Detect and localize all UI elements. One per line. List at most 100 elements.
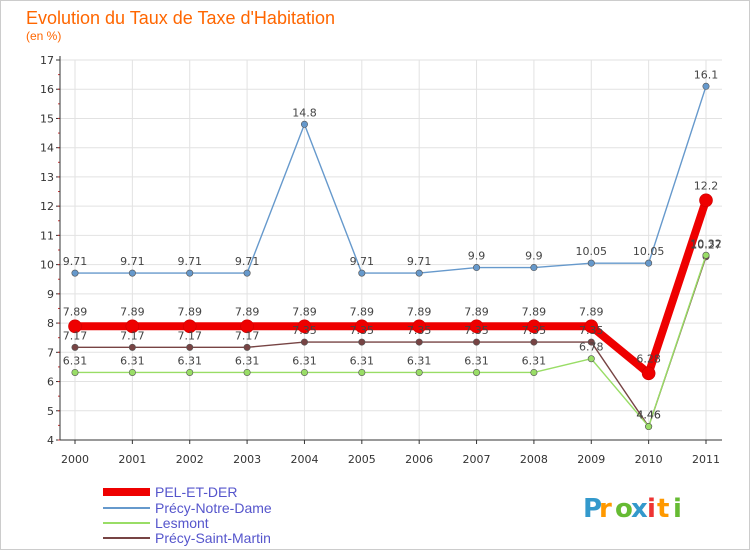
data-label: 9.71 xyxy=(407,255,432,268)
grid-layer xyxy=(60,59,722,441)
data-point xyxy=(240,319,254,334)
data-point xyxy=(702,251,710,259)
legend-label: Précy-Saint-Martin xyxy=(155,530,271,546)
legend: PEL-ET-DERPrécy-Notre-DameLesmontPrécy-S… xyxy=(103,484,272,546)
data-label: 7.89 xyxy=(120,305,145,318)
data-point xyxy=(587,355,595,363)
y-tick-label: 9 xyxy=(47,288,54,301)
data-label: 10.05 xyxy=(633,245,665,258)
data-point xyxy=(587,338,595,346)
data-label: 6.31 xyxy=(120,354,145,367)
y-tick-label: 8 xyxy=(47,317,54,330)
data-point xyxy=(530,338,538,346)
x-tick-label: 2008 xyxy=(520,453,548,466)
data-label: 7.89 xyxy=(63,305,88,318)
data-point xyxy=(530,264,538,272)
logo-letter: r xyxy=(599,494,612,524)
data-point xyxy=(473,264,481,272)
data-point xyxy=(469,319,484,334)
data-label: 7.89 xyxy=(177,305,202,318)
axis-layer: 4 5 6 7 8 9 10 11 12 13 14 15 16 17 2000 2001 2002 2003 20… xyxy=(40,54,722,466)
y-tick-label: 10 xyxy=(40,259,54,272)
data-label: 4.46 xyxy=(636,409,661,422)
data-point xyxy=(186,269,194,277)
series-line-0 xyxy=(75,199,710,378)
logo-letter: o xyxy=(615,494,633,524)
data-point xyxy=(584,319,599,334)
series-line-2 xyxy=(75,255,707,428)
y-tick-label: 14 xyxy=(40,142,54,155)
data-label: 7.17 xyxy=(120,329,145,342)
data-label: 10.32 xyxy=(690,237,722,250)
data-point xyxy=(243,269,251,277)
chart-title: Evolution du Taux de Taxe d'Habitation xyxy=(26,8,335,28)
x-tick-label: 2000 xyxy=(61,453,89,466)
data-label: 9.71 xyxy=(235,255,260,268)
data-point xyxy=(128,269,136,277)
data-label: 6.31 xyxy=(407,354,432,367)
y-tick-label: 5 xyxy=(47,405,54,418)
x-tick-label: 2003 xyxy=(233,453,261,466)
data-point xyxy=(243,343,251,351)
series-line-1 xyxy=(75,86,707,274)
data-point xyxy=(300,368,308,376)
data-label: 10.05 xyxy=(576,245,608,258)
data-label: 6.31 xyxy=(350,354,375,367)
data-label: 7.89 xyxy=(407,305,432,318)
legend-label: Précy-Notre-Dame xyxy=(155,500,272,516)
data-label: 9.71 xyxy=(120,255,145,268)
data-point xyxy=(300,120,308,128)
y-tick-label: 4 xyxy=(47,434,54,447)
data-label: 9.71 xyxy=(63,255,88,268)
y-tick-label: 7 xyxy=(47,346,54,359)
data-point xyxy=(125,319,140,334)
data-label: 6.31 xyxy=(522,354,547,367)
data-point xyxy=(527,319,541,334)
data-label: 6.31 xyxy=(464,354,489,367)
data-label: 7.35 xyxy=(407,324,432,337)
data-label: 9.71 xyxy=(177,255,202,268)
data-point xyxy=(128,368,136,376)
x-tick-label: 2011 xyxy=(692,453,720,466)
data-label: 6.28 xyxy=(636,352,661,365)
logo-letter: i xyxy=(647,494,656,524)
x-tick-label: 2001 xyxy=(118,453,146,466)
legend-label: Lesmont xyxy=(155,515,209,531)
data-point xyxy=(587,259,595,267)
data-point xyxy=(297,319,312,334)
data-point xyxy=(186,343,194,351)
data-label: 7.89 xyxy=(464,305,489,318)
y-tick-label: 15 xyxy=(40,112,54,125)
series-line-3 xyxy=(75,256,707,428)
data-point xyxy=(186,368,194,376)
data-label: 6.31 xyxy=(177,354,202,367)
data-label: 14.8 xyxy=(292,106,317,119)
data-point xyxy=(68,319,82,334)
data-label: 9.9 xyxy=(525,250,543,263)
data-label: 9.71 xyxy=(350,255,375,268)
chart-subtitle: (en %) xyxy=(26,29,61,43)
data-label: 7.17 xyxy=(177,329,202,342)
logo-letter: x xyxy=(631,494,648,524)
data-point xyxy=(358,338,366,346)
data-label: 10.27 xyxy=(690,239,722,252)
data-point xyxy=(415,368,423,376)
data-label: 6.31 xyxy=(63,354,88,367)
data-label: 7.17 xyxy=(63,329,88,342)
data-point xyxy=(412,319,426,334)
x-tick-label: 2007 xyxy=(463,453,491,466)
data-label: 12.2 xyxy=(694,179,719,192)
data-point xyxy=(645,259,653,267)
data-point xyxy=(530,368,538,376)
data-point xyxy=(702,82,710,90)
data-label: 7.35 xyxy=(522,324,547,337)
y-tick-label: 16 xyxy=(40,83,54,96)
y-tick-label: 6 xyxy=(47,376,54,389)
data-label: 7.89 xyxy=(235,305,260,318)
x-tick-label: 2004 xyxy=(290,453,318,466)
x-tick-label: 2010 xyxy=(635,453,663,466)
data-label: 7.89 xyxy=(350,305,375,318)
